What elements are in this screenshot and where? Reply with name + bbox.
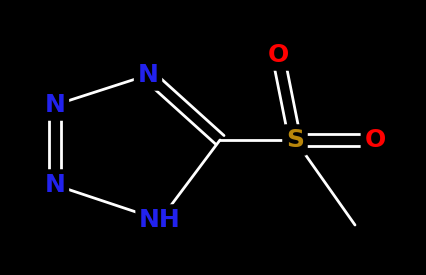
Text: N: N xyxy=(44,93,65,117)
Text: S: S xyxy=(285,128,303,152)
Text: N: N xyxy=(44,173,65,197)
Text: N: N xyxy=(137,63,158,87)
Text: O: O xyxy=(363,128,385,152)
Text: NH: NH xyxy=(139,208,181,232)
Text: O: O xyxy=(267,43,288,67)
